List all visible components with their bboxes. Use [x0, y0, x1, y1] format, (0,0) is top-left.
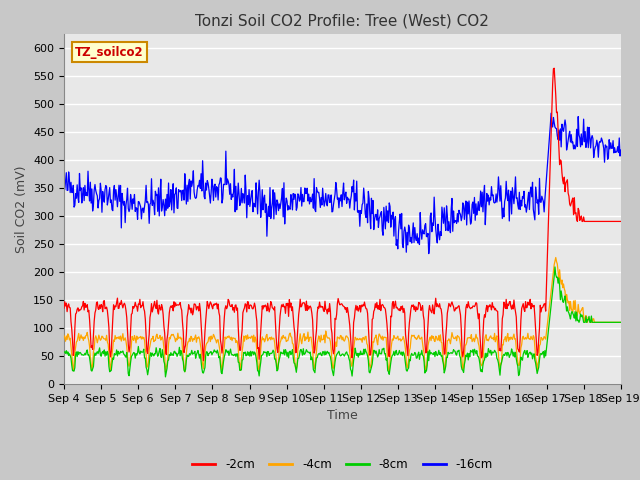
- X-axis label: Time: Time: [327, 409, 358, 422]
- Text: TZ_soilco2: TZ_soilco2: [75, 46, 144, 59]
- Legend: -2cm, -4cm, -8cm, -16cm: -2cm, -4cm, -8cm, -16cm: [187, 454, 498, 476]
- Y-axis label: Soil CO2 (mV): Soil CO2 (mV): [15, 165, 28, 252]
- Title: Tonzi Soil CO2 Profile: Tree (West) CO2: Tonzi Soil CO2 Profile: Tree (West) CO2: [195, 13, 490, 28]
